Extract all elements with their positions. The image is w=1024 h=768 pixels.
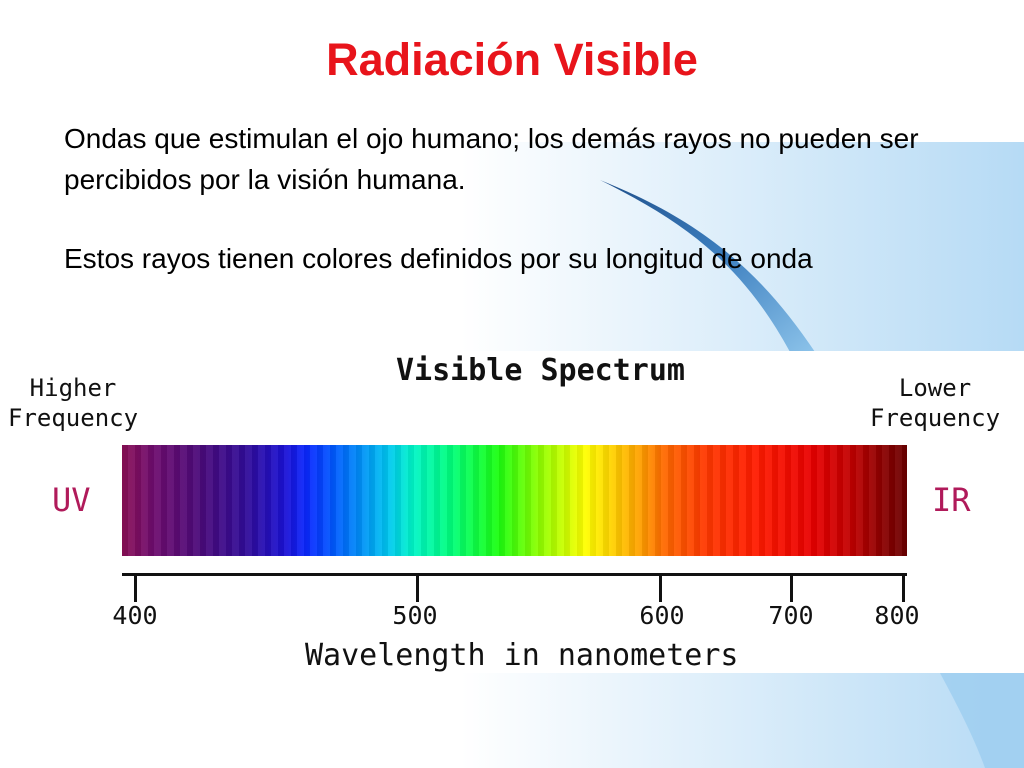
- spectrum-color-bar: [122, 445, 907, 556]
- tick-label-400: 400: [112, 601, 158, 630]
- tick-800: [902, 575, 905, 602]
- lower-frequency-line2: Frequency: [870, 404, 1001, 432]
- spectrum-title: Visible Spectrum: [396, 353, 685, 388]
- tick-700: [790, 575, 793, 602]
- slide-title: Radiación Visible: [326, 34, 698, 85]
- body-paragraph-2: Estos rayos tienen colores definidos por…: [64, 243, 813, 274]
- lower-frequency-line1: Lower: [898, 374, 972, 402]
- tick-label-600: 600: [639, 601, 685, 630]
- tick-600: [659, 575, 662, 602]
- tick-500: [416, 575, 419, 602]
- wavelength-axis-line: [122, 573, 907, 576]
- higher-frequency-line2: Frequency: [8, 404, 139, 432]
- wavelength-axis-title: Wavelength in nanometers: [305, 638, 739, 673]
- tick-label-800: 800: [874, 601, 920, 630]
- tick-label-500: 500: [392, 601, 438, 630]
- tick-400: [134, 575, 137, 602]
- slide-body: Ondas que estimulan el ojo humano; los d…: [64, 118, 1004, 279]
- ir-label: IR: [932, 481, 971, 519]
- uv-label: UV: [52, 481, 91, 519]
- visible-spectrum-diagram: Visible Spectrum Higher Frequency Lower …: [0, 351, 1024, 673]
- lower-frequency-label: Lower Frequency: [870, 373, 1000, 433]
- higher-frequency-label: Higher Frequency: [8, 373, 138, 433]
- tick-label-700: 700: [768, 601, 814, 630]
- body-paragraph-1: Ondas que estimulan el ojo humano; los d…: [64, 123, 919, 195]
- higher-frequency-line1: Higher: [29, 374, 117, 402]
